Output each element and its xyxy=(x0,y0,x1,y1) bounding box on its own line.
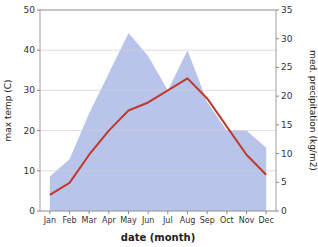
x-tick-label: Jul xyxy=(162,216,173,225)
y2-tick xyxy=(276,182,279,183)
y-tick xyxy=(37,211,40,212)
x-tick xyxy=(207,211,208,214)
x-tick xyxy=(148,211,149,214)
grid-line xyxy=(40,170,276,171)
x-tick xyxy=(89,211,90,214)
y2-tick-label: 0 xyxy=(281,206,287,216)
chart: 0 10 20 30 40 50 0 5 10 15 20 25 30 35 Jan Feb Mar AprMay… xyxy=(0,0,318,247)
y-tick-label: 50 xyxy=(24,5,36,15)
grid-line xyxy=(40,130,276,131)
y2-tick-label: 35 xyxy=(281,5,292,15)
x-tick-label: Sep xyxy=(200,216,215,225)
area-layer xyxy=(50,33,266,211)
grid xyxy=(40,10,276,211)
frame xyxy=(40,10,276,211)
plot-area xyxy=(50,78,266,195)
y-tick xyxy=(37,10,40,11)
y2-tick-label: 30 xyxy=(281,34,293,44)
y-tick xyxy=(37,50,40,51)
y2-tick xyxy=(276,124,279,125)
x-tick xyxy=(246,211,247,214)
x-tick xyxy=(266,211,267,214)
y-tick-label: 20 xyxy=(24,126,36,136)
y2-tick xyxy=(276,38,279,39)
y2-tick xyxy=(276,67,279,68)
y2-tick xyxy=(276,153,279,154)
x-tick-label: Feb xyxy=(62,216,76,225)
grid-line xyxy=(40,90,276,91)
y-tick-label: 30 xyxy=(24,85,36,95)
y-tick xyxy=(37,90,40,91)
x-axis-label: date (month) xyxy=(121,232,195,243)
y2-tick-label: 20 xyxy=(281,91,293,101)
x-tick xyxy=(128,211,129,214)
x-tick-label: Oct xyxy=(220,216,234,225)
y2-tick-label: 25 xyxy=(281,62,292,72)
x-tick-label: Jun xyxy=(141,216,155,225)
x-tick-label: Dec xyxy=(258,216,273,225)
y2-tick xyxy=(276,211,279,212)
y-tick xyxy=(37,170,40,171)
line xyxy=(50,78,266,195)
x-tick-label: Mar xyxy=(82,216,98,225)
y2-tick-label: 5 xyxy=(281,177,287,187)
y-tick-label: 40 xyxy=(24,45,36,55)
x-tick-label: Aug xyxy=(180,216,196,225)
y2-tick xyxy=(276,96,279,97)
y-tick xyxy=(37,130,40,131)
x-tick-label: Apr xyxy=(102,216,117,225)
x-tick-label: May xyxy=(120,216,137,225)
x-tick xyxy=(167,211,168,214)
y-tick-label: 10 xyxy=(24,166,36,176)
x-tick-label: Jan xyxy=(43,216,56,225)
y-axis-label: max temp (C) xyxy=(3,79,13,141)
y2-tick xyxy=(276,10,279,11)
grid-line xyxy=(40,50,276,51)
y2-tick-label: 15 xyxy=(281,120,292,130)
x-tick xyxy=(187,211,188,214)
axes: 0 10 20 30 40 50 0 5 10 15 20 25 30 35 Jan Feb Mar AprMay… xyxy=(24,5,293,225)
y2-tick-label: 10 xyxy=(281,149,293,159)
area xyxy=(50,33,266,211)
x-tick xyxy=(49,211,50,214)
y2-axis-label: med. precipitation (kg/m2) xyxy=(308,50,318,171)
x-tick xyxy=(226,211,227,214)
x-tick xyxy=(108,211,109,214)
x-tick xyxy=(69,211,70,214)
y-tick-label: 0 xyxy=(29,206,35,216)
x-tick-label: Nov xyxy=(239,216,255,225)
